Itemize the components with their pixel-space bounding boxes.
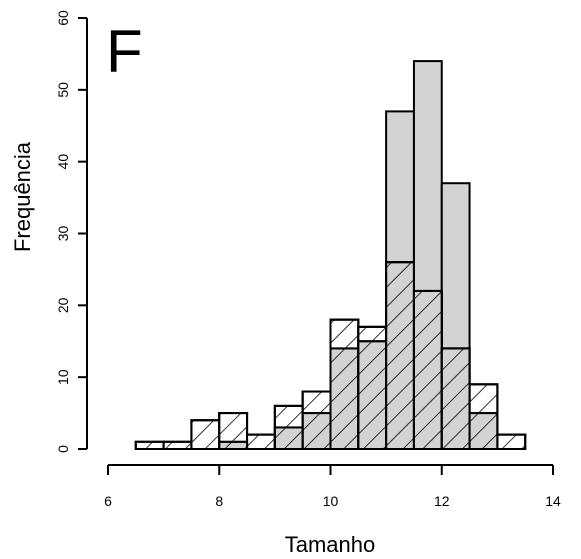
bar-series-3 [218,261,499,451]
y-axis-title: Frequência [10,141,35,252]
x-axis-ticks: 6 8 10 12 14 [104,465,561,509]
bar-hatch-s3-9 [273,426,304,451]
bar-hatch-s3-8 [218,440,249,451]
x-tick-label-10: 10 [323,493,339,509]
y-tick-label-0: 0 [55,445,71,453]
y-tick-label-10: 10 [55,369,71,385]
y-tick-label-50: 50 [55,82,71,98]
x-axis-title: Tamanho [285,532,376,557]
x-tick-label-14: 14 [545,493,561,509]
bar-hatch-s2-8.5 [246,433,276,450]
bar-hatch-s3-11.5 [412,289,443,451]
bar-hatch-s3-9.5 [301,412,332,451]
y-tick-label-60: 60 [55,10,71,26]
y-tick-label-40: 40 [55,154,71,170]
x-tick-label-12: 12 [434,493,450,509]
panel-label: F [106,18,143,85]
bars-layer [134,60,527,451]
bar-hatch-s3-10 [329,347,360,450]
x-tick-label-8: 8 [215,493,223,509]
y-axis-ticks: 0 10 20 30 40 50 60 [55,10,87,453]
x-tick-label-6: 6 [104,493,112,509]
bar-hatch-s2-13 [496,433,527,450]
y-tick-label-20: 20 [55,297,71,313]
y-tick-label-30: 30 [55,226,71,242]
bar-hatch-s3-12.5 [468,412,499,451]
bar-hatch-s2-7.5 [190,419,221,450]
bar-hatch-s3-10.5 [357,340,388,450]
bar-hatch-s2-6.5 [134,440,165,451]
bar-hatch-s3-12 [440,347,471,450]
bar-hatch-s3-11 [385,261,415,450]
bar-hatch-s2-7 [162,440,193,451]
